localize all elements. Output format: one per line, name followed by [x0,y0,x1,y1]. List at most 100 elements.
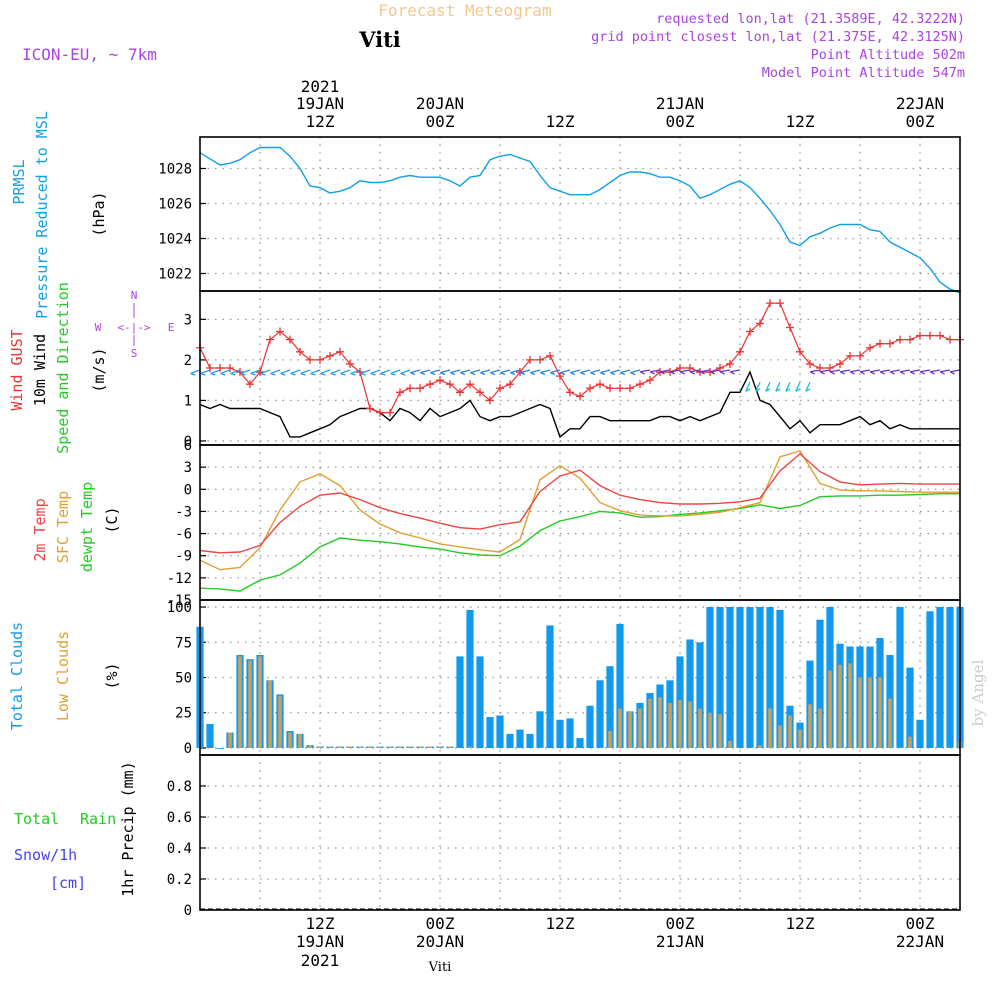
total-cloud-bar [556,719,564,748]
wind-direction-arrow [729,369,741,375]
gust-marker [376,408,384,417]
wind-direction-arrow [250,369,261,376]
bottom-date-label: 20JAN [416,932,464,951]
gust-marker [286,335,294,344]
top-hour-label: 12Z [546,112,575,131]
low-cloud-bar [338,746,342,748]
pressure-desc-label: Pressure Reduced to MSL [33,111,51,319]
bottom-hour-label: 00Z [666,914,695,933]
low-cloud-bar [798,729,802,748]
gust-marker [786,323,794,332]
low-cloud-bar [768,708,772,748]
footer-location: Viti [428,960,452,975]
top-date-label: 22JAN [896,94,944,113]
gust-marker [566,388,574,397]
gust-marker [456,388,464,397]
wind-direction-arrow [290,369,301,376]
low-cloud-bar [708,712,712,748]
low-cloud-bar [718,714,722,748]
gust-marker [756,319,764,328]
total-cloud-bar [926,611,934,748]
low-cloud-bar [298,733,302,748]
low-cloud-bar [388,746,392,748]
low-cloud-bar [668,702,672,748]
low-cloud-bar [378,746,382,748]
pressure-unit: (hPa) [90,191,108,236]
gust-marker [306,355,314,364]
gust-marker [346,359,354,368]
y-tick-label: 0 [184,434,192,450]
gust-marker [736,347,744,356]
gust-marker [866,343,874,352]
wind-10m-label: 10m Wind [31,334,49,406]
model-label: ICON-EU, ~ 7km [22,45,157,64]
wind-direction-arrow [909,369,921,375]
wind-direction-arrow [510,369,521,376]
top-hour-label: 00Z [906,112,935,131]
total-cloud-bar [776,609,784,748]
low-cloud-bar [728,740,732,748]
total-cloud-bar [516,729,524,748]
y-tick-label: 1024 [158,232,192,248]
wind-direction-arrow [639,369,651,375]
gust-marker [646,376,654,385]
top-date-label: 21JAN [656,94,704,113]
wind-direction-arrow [440,369,451,376]
low-cloud-bar [808,704,812,748]
wind-direction-arrow [745,381,751,392]
y-tick-label: -12 [167,571,192,587]
wind-direction-arrow [210,369,221,376]
wind-speed-line [199,370,960,439]
low-cloud-bar [248,660,252,748]
low-cloud-bar [368,746,372,748]
wind-direction-arrow [400,369,411,376]
y-tick-label: 0.2 [167,872,192,888]
wind-direction-arrow [889,369,901,375]
gust-marker [836,359,844,368]
precip-rain-label: Rain [80,810,116,828]
bottom-hour-label: 00Z [426,914,455,933]
total-cloud-bar [216,748,224,749]
y-tick-label: 1 [184,393,192,409]
y-tick-label: -6 [175,527,192,543]
total-cloud-bar [496,715,504,748]
sfc-temp-line [199,450,960,571]
y-tick-label: 1026 [158,197,192,213]
low-cloud-bar [448,746,452,748]
gust-marker [916,331,924,340]
total-cloud-bar [896,607,904,748]
gust-marker [406,384,414,393]
top-hour-label: 00Z [426,112,455,131]
gust-marker [396,388,404,397]
wind-direction-arrow [320,369,331,376]
low-cloud-bar [268,680,272,748]
app-title: Forecast Meteogram [378,1,551,20]
low-cloud-bar [418,746,422,748]
total-cloud-bar [566,718,574,748]
y-tick-label: 0 [184,903,192,919]
requested-coords: requested lon,lat (21.3589E, 42.3222N) [656,11,965,27]
wind-direction-arrow [370,369,381,376]
precip-axis-label: 1hr Precip (mm) [119,761,137,896]
wind-direction-arrow [805,381,811,392]
gust-marker [446,380,454,389]
low-cloud-bar [238,656,242,748]
total-cloud-bar [746,607,754,748]
gust-marker [436,376,444,385]
model-altitude: Model Point Altitude 547m [762,65,965,81]
gust-marker [666,368,674,377]
wind-direction-arrow [230,369,241,376]
wind-direction-arrow [580,369,591,376]
low-cloud-bar [818,708,822,748]
wind-direction-arrow [610,369,621,376]
temperature-frame [199,444,961,601]
wind-direction-arrow [530,369,541,376]
wind-direction-arrow [659,369,671,375]
low-cloud-bar [848,663,852,748]
low-cloud-bar [438,746,442,748]
low-cloud-bar [228,732,232,748]
gust-marker [506,380,514,389]
